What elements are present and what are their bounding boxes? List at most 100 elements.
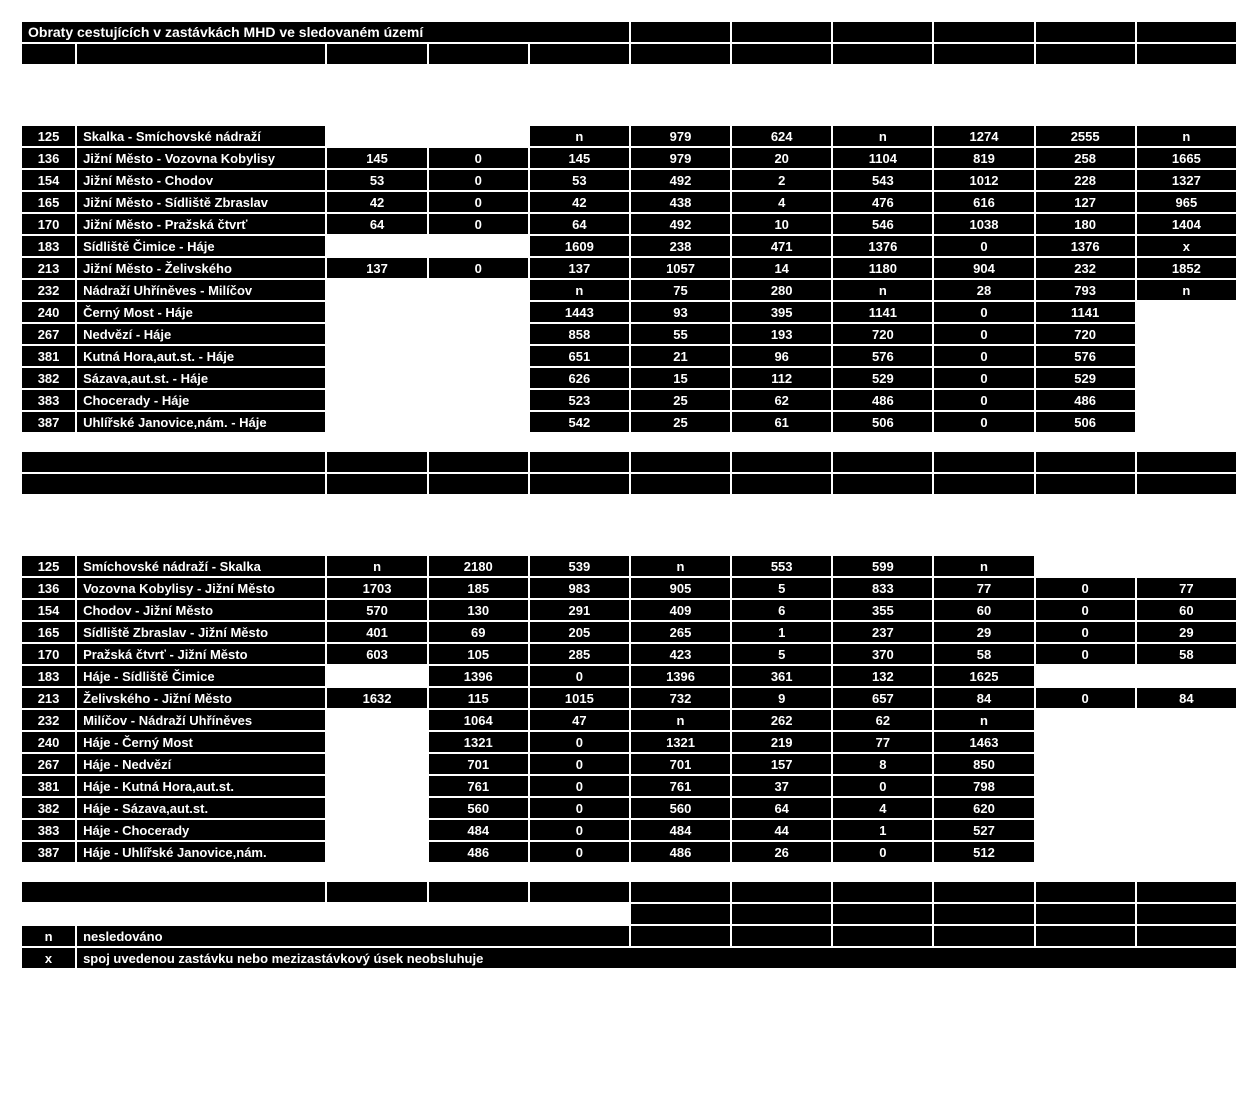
line-number: 381 bbox=[21, 775, 76, 797]
line-number: 232 bbox=[21, 279, 76, 301]
data-cell: 37 bbox=[731, 775, 832, 797]
data-cell: 798 bbox=[933, 775, 1034, 797]
route-name: Háje - Chocerady bbox=[76, 819, 326, 841]
data-cell: 93 bbox=[630, 301, 731, 323]
data-cell: 262 bbox=[731, 709, 832, 731]
data-cell: 1376 bbox=[832, 235, 933, 257]
data-cell: 69 bbox=[428, 621, 529, 643]
data-cell: 599 bbox=[832, 555, 933, 577]
data-cell: 1012 bbox=[933, 169, 1034, 191]
data-cell: n bbox=[326, 555, 427, 577]
data-cell: 185 bbox=[428, 577, 529, 599]
data-cell bbox=[1136, 411, 1237, 433]
data-cell: 0 bbox=[529, 775, 630, 797]
data-cell: 651 bbox=[529, 345, 630, 367]
data-cell: 1038 bbox=[933, 213, 1034, 235]
data-cell: 370 bbox=[832, 643, 933, 665]
data-cell bbox=[1136, 841, 1237, 863]
table-row: 154Chodov - Jižní Město57013029140963556… bbox=[21, 599, 1237, 621]
data-cell: 1625 bbox=[933, 665, 1034, 687]
data-cell: 238 bbox=[630, 235, 731, 257]
data-cell: 1404 bbox=[1136, 213, 1237, 235]
data-cell: 732 bbox=[630, 687, 731, 709]
data-cell: 355 bbox=[832, 599, 933, 621]
line-number: 387 bbox=[21, 411, 76, 433]
data-cell: 77 bbox=[832, 731, 933, 753]
table-row: 213Želivského - Jižní Město1632115101573… bbox=[21, 687, 1237, 709]
data-cell bbox=[326, 731, 427, 753]
data-cell: 1274 bbox=[933, 125, 1034, 147]
data-cell: 523 bbox=[529, 389, 630, 411]
route-name: Háje - Kutná Hora,aut.st. bbox=[76, 775, 326, 797]
data-cell: 0 bbox=[428, 191, 529, 213]
data-cell: 624 bbox=[731, 125, 832, 147]
data-cell: 0 bbox=[933, 389, 1034, 411]
data-cell: 0 bbox=[529, 797, 630, 819]
data-cell bbox=[1136, 775, 1237, 797]
data-cell: 793 bbox=[1035, 279, 1136, 301]
table-row: 136Vozovna Kobylisy - Jižní Město1703185… bbox=[21, 577, 1237, 599]
data-cell: 620 bbox=[933, 797, 1034, 819]
line-number: 383 bbox=[21, 389, 76, 411]
data-cell: 1703 bbox=[326, 577, 427, 599]
data-cell bbox=[326, 797, 427, 819]
data-cell bbox=[326, 235, 427, 257]
data-cell: 29 bbox=[1136, 621, 1237, 643]
data-cell bbox=[326, 709, 427, 731]
route-name: Kutná Hora,aut.st. - Háje bbox=[76, 345, 326, 367]
route-name: Háje - Sídliště Čimice bbox=[76, 665, 326, 687]
data-cell: 9 bbox=[731, 687, 832, 709]
data-cell: 64 bbox=[529, 213, 630, 235]
data-cell: 55 bbox=[630, 323, 731, 345]
data-cell: 701 bbox=[428, 753, 529, 775]
data-cell: 0 bbox=[933, 367, 1034, 389]
data-cell: 137 bbox=[529, 257, 630, 279]
data-cell bbox=[1136, 555, 1237, 577]
legend-n-text: nesledováno bbox=[76, 925, 630, 947]
table-row: 381Háje - Kutná Hora,aut.st.761076137079… bbox=[21, 775, 1237, 797]
line-number: 136 bbox=[21, 577, 76, 599]
data-cell: 127 bbox=[1035, 191, 1136, 213]
data-cell: 1180 bbox=[832, 257, 933, 279]
data-cell: 471 bbox=[731, 235, 832, 257]
line-number: 154 bbox=[21, 599, 76, 621]
data-cell: 1443 bbox=[529, 301, 630, 323]
data-cell: 395 bbox=[731, 301, 832, 323]
data-cell: 0 bbox=[529, 753, 630, 775]
data-cell bbox=[428, 125, 529, 147]
data-cell: 983 bbox=[529, 577, 630, 599]
data-cell: 84 bbox=[1136, 687, 1237, 709]
data-cell bbox=[326, 819, 427, 841]
data-cell: 60 bbox=[933, 599, 1034, 621]
data-cell: 0 bbox=[428, 213, 529, 235]
data-cell: 486 bbox=[1035, 389, 1136, 411]
data-cell: 42 bbox=[326, 191, 427, 213]
table-row: 232Milíčov - Nádraží Uhříněves106447n262… bbox=[21, 709, 1237, 731]
data-cell: 4 bbox=[832, 797, 933, 819]
footer-divider bbox=[21, 881, 1237, 903]
data-cell bbox=[326, 345, 427, 367]
line-number: 240 bbox=[21, 301, 76, 323]
data-cell bbox=[428, 301, 529, 323]
data-cell: 132 bbox=[832, 665, 933, 687]
data-cell: 438 bbox=[630, 191, 731, 213]
data-cell: 701 bbox=[630, 753, 731, 775]
data-cell: 1396 bbox=[428, 665, 529, 687]
data-cell: n bbox=[529, 279, 630, 301]
data-cell: 492 bbox=[630, 169, 731, 191]
data-cell: 0 bbox=[1035, 643, 1136, 665]
data-cell bbox=[1035, 555, 1136, 577]
data-cell: 1327 bbox=[1136, 169, 1237, 191]
data-cell: 543 bbox=[832, 169, 933, 191]
line-number: 382 bbox=[21, 367, 76, 389]
route-name: Nedvězí - Háje bbox=[76, 323, 326, 345]
data-cell: 42 bbox=[529, 191, 630, 213]
data-cell bbox=[1035, 841, 1136, 863]
data-cell: 0 bbox=[1035, 621, 1136, 643]
data-cell: 476 bbox=[832, 191, 933, 213]
table-row: 387Uhlířské Janovice,nám. - Háje54225615… bbox=[21, 411, 1237, 433]
data-cell: 833 bbox=[832, 577, 933, 599]
data-cell: x bbox=[1136, 235, 1237, 257]
legend-x-text: spoj uvedenou zastávku nebo mezizastávko… bbox=[76, 947, 1237, 969]
line-number: 125 bbox=[21, 555, 76, 577]
